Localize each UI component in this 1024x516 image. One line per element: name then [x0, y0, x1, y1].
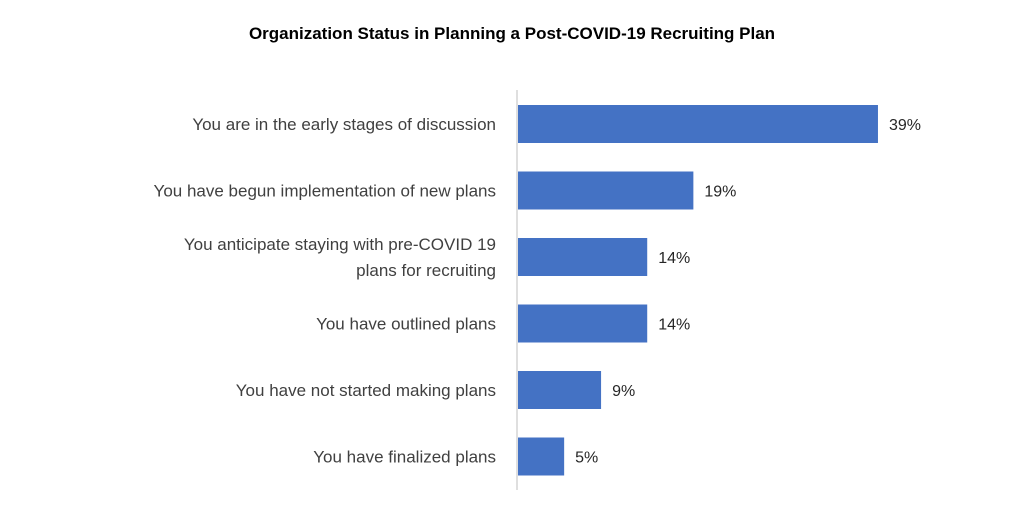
bars-layer: 39% You are in the early stages of discus…: [154, 105, 921, 476]
bar-5: [518, 437, 565, 476]
bar-3: [518, 304, 648, 343]
category-label-5: You have finalized plans: [313, 448, 496, 467]
data-label-5: 5%: [575, 450, 598, 467]
category-label-0: You are in the early stages of discussio…: [192, 115, 496, 134]
bar-0: [518, 105, 878, 143]
category-label-2: You anticipate staying with pre-COVID 19…: [184, 235, 496, 280]
data-label-2: 14%: [658, 250, 690, 267]
bar-2: [518, 238, 648, 276]
bar-4: [518, 371, 602, 409]
bar-1: [518, 171, 694, 210]
data-label-0: 39%: [889, 117, 921, 134]
chart-title: Organization Status in Planning a Post-C…: [248, 24, 776, 43]
data-label-3: 14%: [658, 317, 690, 334]
category-label-4: You have not started making plans: [236, 381, 496, 400]
data-label-4: 9%: [612, 383, 635, 400]
data-label-1: 19%: [704, 184, 736, 201]
category-label-3: You have outlined plans: [316, 315, 496, 334]
category-label-1: You have begun implementation of new pla…: [154, 182, 496, 201]
